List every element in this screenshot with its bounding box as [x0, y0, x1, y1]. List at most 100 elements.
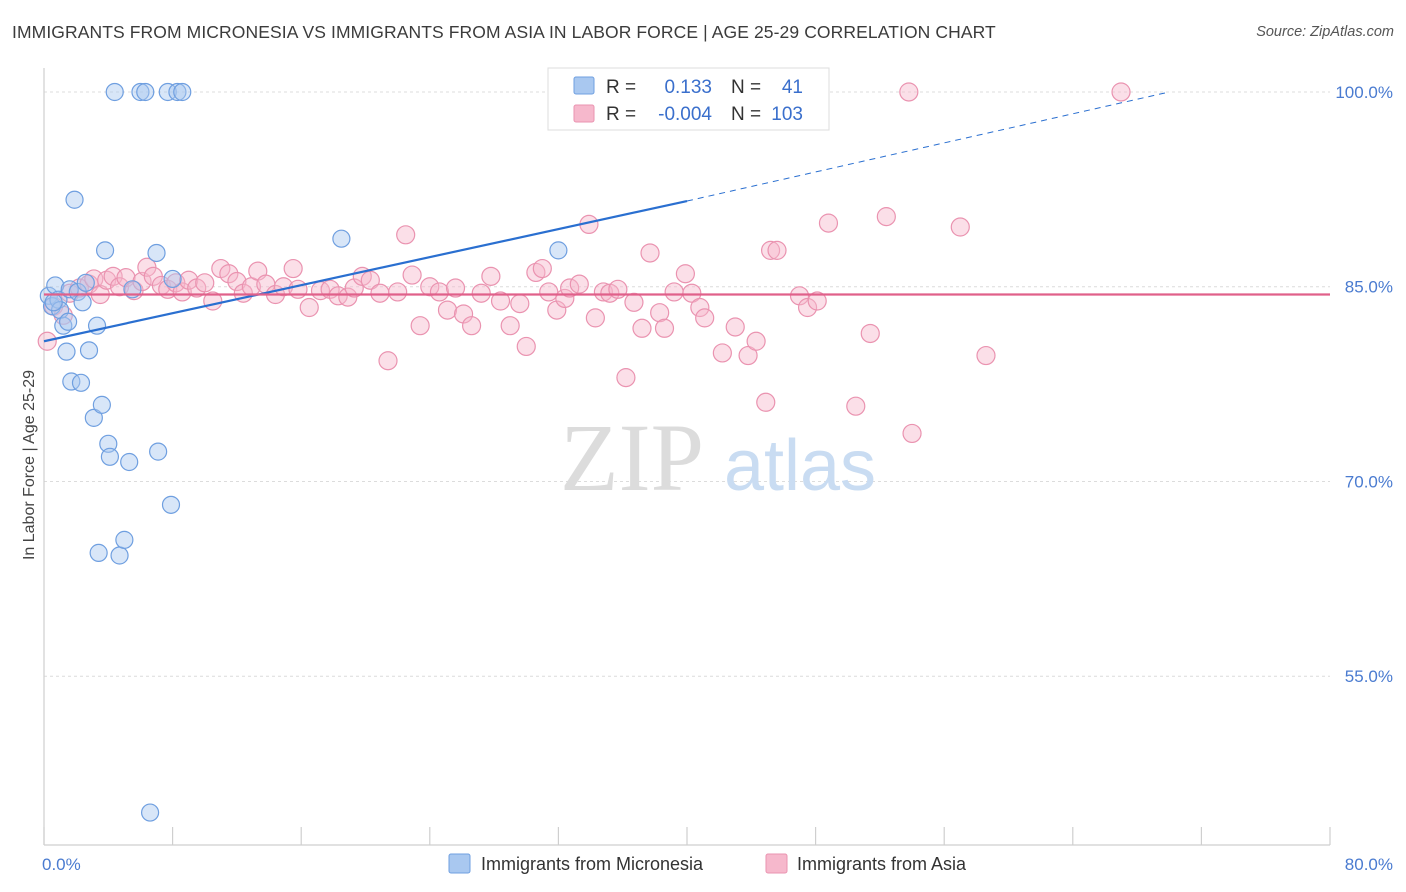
- micronesia-point-28: [136, 82, 155, 102]
- asia-point-43: [370, 283, 390, 303]
- asia-point-33: [283, 258, 303, 279]
- grid-lines: [44, 91, 1330, 677]
- asia-point-81: [682, 283, 702, 303]
- legend-swatch-micronesia: [573, 76, 595, 95]
- micronesia-point-33: [161, 495, 181, 514]
- legend-n-value-micronesia: 41: [782, 77, 803, 98]
- asia-point-42: [360, 270, 380, 290]
- x-tick-label-0: 0.0%: [42, 855, 81, 874]
- asia-point-97: [876, 207, 896, 227]
- micronesia-point-13: [76, 273, 95, 292]
- asia-point-38: [328, 286, 348, 306]
- asia-point-45: [388, 282, 408, 302]
- asia-point-69: [585, 308, 605, 328]
- bottom-legend-label-micronesia: Immigrants from Micronesia: [481, 854, 704, 874]
- legend-n-value-asia: 103: [771, 104, 803, 125]
- asia-point-62: [532, 258, 552, 279]
- legend-r-value-asia: -0.004: [658, 104, 712, 125]
- asia-point-101: [976, 345, 996, 366]
- asia-point-58: [500, 316, 520, 336]
- micronesia-point-30: [147, 243, 166, 263]
- asia-point-83: [695, 308, 715, 328]
- asia-point-79: [664, 282, 684, 302]
- micronesia-point-15: [84, 408, 103, 427]
- asia-point-95: [846, 396, 866, 416]
- asia-point-48: [410, 316, 430, 336]
- asia-point-54: [461, 316, 482, 336]
- bottom-legend-swatch-asia: [765, 853, 788, 874]
- asia-point-59: [510, 294, 530, 314]
- asia-point-76: [640, 243, 660, 263]
- asia-point-77: [650, 303, 670, 323]
- asia-point-89: [760, 240, 781, 260]
- asia-point-86: [738, 345, 758, 366]
- asia-point-19: [172, 282, 192, 302]
- asia-point-22: [195, 273, 215, 293]
- asia-point-44: [378, 351, 398, 371]
- asia-point-92: [797, 297, 818, 318]
- asia-point-25: [219, 264, 239, 284]
- legend-r-value-micronesia: 0.133: [664, 77, 712, 98]
- asia-point-93: [807, 291, 827, 311]
- source-label: Source: ZipAtlas.com: [1256, 24, 1394, 40]
- asia-point-20: [179, 270, 199, 290]
- legend-r-label-asia: R =: [606, 104, 636, 125]
- asia-point-56: [481, 266, 501, 286]
- chart-title: IMMIGRANTS FROM MICRONESIA VS IMMIGRANTS…: [12, 22, 996, 42]
- y-tick-label-0: 55.0%: [1345, 667, 1393, 686]
- asia-point-88: [756, 392, 776, 412]
- series-asia-points: [37, 82, 1131, 444]
- asia-point-51: [437, 300, 458, 320]
- asia-point-80: [675, 264, 695, 284]
- micronesia-point-27: [131, 82, 150, 102]
- micronesia-point-25: [120, 452, 139, 472]
- asia-point-85: [725, 317, 745, 337]
- asia-point-47: [402, 265, 422, 285]
- micronesia-point-17: [89, 543, 108, 562]
- micronesia-point-20: [99, 434, 118, 453]
- asia-point-98: [899, 82, 919, 102]
- asia-point-50: [429, 282, 450, 302]
- micronesia-point-34: [163, 269, 182, 289]
- asia-point-52: [445, 278, 466, 298]
- micronesia-point-14: [79, 341, 99, 360]
- watermark-atlas: atlas: [724, 426, 876, 506]
- legend-box: [547, 67, 830, 131]
- micronesia-point-24: [115, 530, 134, 549]
- asia-point-13: [132, 271, 152, 292]
- micronesia-point-9: [65, 190, 84, 209]
- trend-line-micronesia-extension: [686, 91, 1170, 202]
- asia-point-57: [490, 291, 511, 311]
- asia-point-96: [860, 323, 880, 344]
- micronesia-point-29: [140, 803, 160, 822]
- micronesia-point-21: [100, 447, 120, 466]
- micronesia-point-40: [59, 312, 78, 331]
- y-tick-label-3: 100.0%: [1335, 83, 1393, 102]
- micronesia-point-32: [158, 82, 177, 102]
- micronesia-point-22: [105, 82, 124, 102]
- micronesia-point-35: [168, 82, 187, 102]
- y-tick-labels: 55.0% 70.0% 85.0% 100.0%: [1335, 83, 1393, 686]
- series-legend: Immigrants from Micronesia Immigrants fr…: [448, 853, 967, 874]
- asia-point-49: [420, 277, 440, 297]
- micronesia-point-6: [57, 342, 76, 361]
- micronesia-point-31: [149, 442, 168, 461]
- micronesia-point-23: [110, 546, 129, 565]
- asia-point-82: [690, 297, 710, 318]
- micronesia-point-36: [173, 82, 192, 102]
- asia-point-34: [288, 279, 308, 299]
- micronesia-point-39: [44, 293, 63, 312]
- asia-point-35: [299, 297, 319, 318]
- asia-point-90: [767, 240, 787, 260]
- asia-point-60: [516, 336, 536, 357]
- asia-point-46: [396, 225, 416, 245]
- bottom-legend-swatch-micronesia: [448, 853, 471, 874]
- asia-point-84: [712, 343, 732, 363]
- micronesia-point-37: [332, 229, 351, 248]
- asia-point-66: [560, 278, 580, 298]
- bottom-legend-label-asia: Immigrants from Asia: [797, 854, 967, 874]
- asia-point-63: [539, 282, 559, 302]
- asia-point-102: [1111, 82, 1131, 102]
- watermark-zip: ZIP: [560, 404, 704, 511]
